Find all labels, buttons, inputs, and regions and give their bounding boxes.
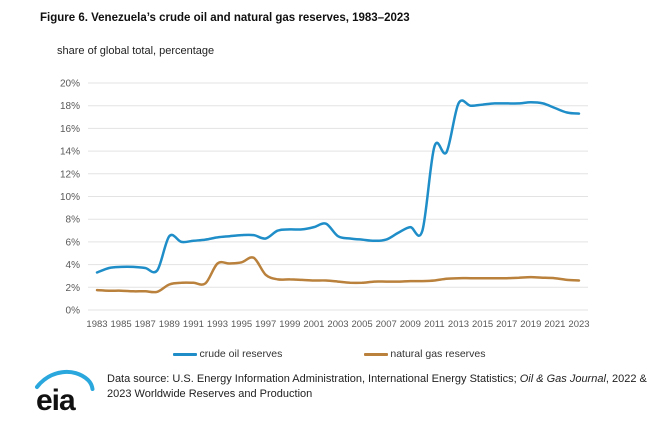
x-axis-tick-label: 2001 [303,319,324,330]
chart-legend: crude oil reserves natural gas reserves [0,348,659,360]
x-axis-tick-label: 1991 [183,319,204,330]
axis-units-label: share of global total, percentage [57,45,215,57]
y-axis-tick-label: 18% [60,101,80,112]
x-axis-tick-label: 1985 [111,319,132,330]
x-axis-tick-label: 2011 [424,319,444,330]
legend-swatch-icon [364,352,389,356]
data-source-text: Data source: U.S. Energy Information Adm… [107,367,647,403]
footer: eia Data source: U.S. Energy Information… [34,367,647,417]
y-axis-tick-label: 2% [66,283,81,294]
x-axis-tick-label: 2009 [400,319,421,330]
x-axis-tick-label: 2013 [448,319,469,330]
source-text-part: Data source: U.S. Energy Information Adm… [107,373,520,385]
legend-swatch-icon [173,352,198,356]
x-axis-tick-label: 2003 [327,319,348,330]
y-axis-tick-label: 0% [66,306,81,317]
source-text-part: , 2022 & 2023 Worldwide Reserves and Pro… [107,373,647,401]
y-axis-tick-label: 10% [60,192,80,203]
x-axis-tick-label: 2021 [544,319,565,330]
x-axis-tick-label: 1995 [231,319,252,330]
x-axis-tick-label: 2019 [520,319,541,330]
x-axis-tick-label: 1987 [135,319,156,330]
y-axis-tick-label: 20% [60,79,80,90]
y-axis-tick-label: 6% [66,237,81,248]
figure-title: Figure 6. Venezuela’s crude oil and natu… [40,12,410,24]
x-axis-tick-label: 1997 [255,319,276,330]
source-journal-name: Oil & Gas Journal [519,373,606,385]
line-chart: 0% 2% 4% 6% 8% 10% 12% 14% 16% 18% 20% 1983 1985 1987… [60,79,590,331]
x-axis-tick-label: 1989 [159,319,180,330]
x-axis-tick-label: 1999 [279,319,300,330]
y-axis-tick-label: 16% [60,124,80,135]
x-axis-tick-label: 2005 [352,319,373,330]
natural-gas-reserves-line [95,256,581,294]
eia-logo: eia [35,369,95,417]
x-axis-tick-label: 1983 [86,319,107,330]
y-axis-tick-label: 4% [66,260,81,271]
y-axis-tick-label: 12% [60,169,80,180]
legend-item-crude-oil-reserves: crude oil reserves [173,348,282,360]
legend-label: natural gas reserves [390,348,486,360]
legend-label: crude oil reserves [199,348,283,360]
x-axis-tick-label: 1993 [207,319,228,330]
x-axis-tick-label: 2007 [376,319,397,330]
x-axis-tick-label: 2023 [568,319,589,330]
logo-swoosh-icon [35,369,95,391]
y-axis-tick-label: 14% [60,147,80,158]
x-axis-tick-label: 2017 [496,319,517,330]
x-axis-tick-label: 2015 [472,319,493,330]
legend-item-natural-gas-reserves: natural gas reserves [364,348,486,360]
crude-oil-reserves-line [95,99,581,274]
logo-wordmark: eia [36,384,76,417]
y-axis-tick-label: 8% [66,215,81,226]
